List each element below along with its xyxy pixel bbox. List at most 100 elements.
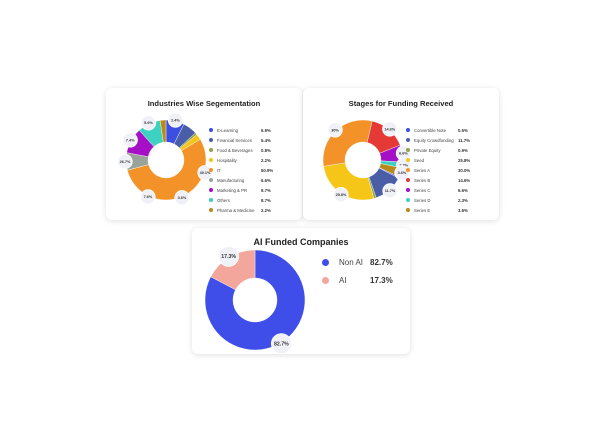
ring-label-non-ai: 82.7% bbox=[270, 333, 292, 354]
legend-swatch bbox=[209, 148, 213, 152]
legend-value: 0.8% bbox=[261, 147, 271, 153]
legend-item-it: IT 50.9% bbox=[209, 165, 281, 175]
legend-swatch bbox=[406, 128, 410, 132]
ring-label-it: 40.1% bbox=[197, 165, 213, 181]
legend-value: 17.3% bbox=[370, 275, 393, 285]
ai-funded-chart-card: AI Funded Companies 17.3% 82.7% Non AI 82.… bbox=[192, 228, 410, 354]
ring-label-text: 14.6% bbox=[384, 127, 395, 131]
ring-label-text: 11.7% bbox=[385, 189, 396, 193]
legend-label: Non AI bbox=[339, 257, 364, 267]
ring-label-manufacturing: 26.7% bbox=[117, 153, 133, 170]
slice-non-ai bbox=[204, 249, 306, 351]
funding-stages-legend: Convertible Note 0.5% Equity Crowdfunding 1… bbox=[406, 125, 478, 215]
slice-ai bbox=[210, 249, 256, 291]
legend-value: 2.2% bbox=[261, 207, 271, 213]
legend-value: 6.6% bbox=[458, 187, 468, 193]
legend-value: 0.5% bbox=[458, 127, 468, 133]
legend-label: Manufacturing bbox=[217, 177, 245, 183]
ring-label-ai: 17.3% bbox=[218, 245, 240, 267]
legend-label: Private Equity bbox=[414, 147, 441, 153]
legend-item-convertible-note: Convertible Note 0.5% bbox=[406, 125, 478, 135]
ring-label-bubble bbox=[394, 165, 410, 181]
ring-label-text: 6.6% bbox=[399, 152, 408, 156]
industries-legend: E-Learning 6.9% Financial Services 5.4% Food… bbox=[209, 125, 281, 215]
legend-swatch bbox=[406, 178, 410, 182]
legend-item-e-learning: E-Learning 6.9% bbox=[209, 125, 281, 135]
legend-value: 6.9% bbox=[261, 127, 271, 133]
ring-label-marketing-and-pr: 7.4% bbox=[122, 132, 138, 148]
legend-label: Pharma & Medicine bbox=[217, 207, 255, 213]
ring-label-text: 17.3% bbox=[221, 254, 236, 260]
ring-label-it: 3.6% bbox=[174, 190, 190, 206]
legend-label: Convertible Note bbox=[414, 127, 447, 133]
legend-swatch bbox=[406, 198, 410, 202]
ring-label-text: 2.3% bbox=[399, 163, 408, 167]
legend-item-non-ai: Non AI 82.7% bbox=[322, 253, 398, 271]
legend-item-series-c: Series C 6.6% bbox=[406, 185, 478, 195]
ring-label-series-a: 30% bbox=[327, 122, 343, 138]
legend-value: 6.6% bbox=[261, 177, 271, 183]
ring-label-equity-crowdfunding: 11.7% bbox=[382, 183, 398, 199]
ring-label-text: 3.6% bbox=[398, 171, 407, 175]
legend-label: Series B bbox=[414, 177, 431, 183]
legend-item-hospitality: Hospitality 2.2% bbox=[209, 155, 281, 165]
legend-swatch bbox=[209, 208, 213, 212]
ai-funded-donut-chart: 17.3% 82.7% bbox=[204, 245, 306, 354]
legend-value: 82.7% bbox=[370, 257, 393, 267]
legend-label: E-Learning bbox=[217, 127, 239, 133]
legend-item-series-e: Series E 3.6% bbox=[406, 205, 478, 215]
legend-value: 25.8% bbox=[458, 157, 471, 163]
ring-label-bubble bbox=[333, 186, 349, 203]
ring-label-bubble bbox=[140, 115, 157, 131]
legend-value: 3.6% bbox=[458, 207, 468, 213]
ring-label-bubble bbox=[382, 183, 398, 199]
slice-pharma-and-medicine bbox=[159, 119, 167, 143]
legend-label: Series D bbox=[414, 197, 431, 203]
legend-swatch bbox=[209, 188, 213, 192]
legend-label: IT bbox=[217, 167, 221, 173]
legend-value: 14.6% bbox=[458, 177, 471, 183]
legend-item-series-d: Series D 2.3% bbox=[406, 195, 478, 205]
ring-label-text: 26.7% bbox=[120, 160, 131, 164]
ai-funded-chart-title: AI Funded Companies bbox=[253, 237, 349, 247]
legend-label: AI bbox=[339, 275, 347, 285]
legend-label: Seed bbox=[414, 157, 425, 163]
legend-swatch bbox=[209, 138, 213, 142]
industries-chart-card: Industries Wise Segementation 7.4% 5.6% 2.… bbox=[106, 88, 302, 220]
ring-label-text: 82.7% bbox=[274, 341, 289, 347]
legend-swatch bbox=[406, 138, 410, 142]
ring-label-bubble bbox=[197, 165, 213, 181]
legend-item-manufacturing: Manufacturing 6.6% bbox=[209, 175, 281, 185]
funding-stages-chart-title: Stages for Funding Received bbox=[348, 99, 454, 108]
legend-item-food-and-beverages: Food & Beverages 0.8% bbox=[209, 145, 281, 155]
legend-item-ai: AI 17.3% bbox=[322, 271, 398, 289]
legend-label: Equity Crowdfunding bbox=[414, 137, 454, 143]
legend-swatch bbox=[406, 148, 410, 152]
legend-item-equity-crowdfunding: Equity Crowdfunding 11.7% bbox=[406, 135, 478, 145]
legend-swatch bbox=[209, 128, 213, 132]
legend-item-series-a: Series A 30.0% bbox=[406, 165, 478, 175]
legend-label: Marketing & PR bbox=[217, 187, 248, 193]
industries-chart-title: Industries Wise Segementation bbox=[147, 99, 261, 108]
legend-item-pharma-and-medicine: Pharma & Medicine 2.2% bbox=[209, 205, 281, 215]
legend-value: 8.7% bbox=[261, 197, 271, 203]
ring-label-others: 5.6% bbox=[140, 115, 157, 131]
legend-label: Hospitality bbox=[217, 157, 237, 163]
legend-item-private-equity: Private Equity 0.9% bbox=[406, 145, 478, 155]
industries-donut-chart: 7.4% 5.6% 2.4% 26.7% 40.1% 3.6% 7.6% bbox=[117, 112, 213, 206]
legend-item-marketing-and-pr: Marketing & PR 9.7% bbox=[209, 185, 281, 195]
legend-item-others: Others 8.7% bbox=[209, 195, 281, 205]
ring-label-series-e: 3.6% bbox=[394, 165, 410, 181]
ai-funded-legend: Non AI 82.7% AI 17.3% bbox=[322, 253, 398, 289]
legend-item-financial-services: Financial Services 5.4% bbox=[209, 135, 281, 145]
legend-value: 2.2% bbox=[261, 157, 271, 163]
legend-label: Others bbox=[217, 197, 230, 203]
legend-item-series-b: Series B 14.6% bbox=[406, 175, 478, 185]
legend-swatch bbox=[209, 168, 213, 172]
ring-label-bubble bbox=[167, 112, 184, 128]
legend-value: 0.9% bbox=[458, 147, 468, 153]
ring-label-text: 40.1% bbox=[200, 171, 211, 175]
ring-label-text: 30% bbox=[331, 128, 339, 132]
legend-swatch bbox=[406, 188, 410, 192]
ring-label-bubble bbox=[382, 121, 398, 137]
